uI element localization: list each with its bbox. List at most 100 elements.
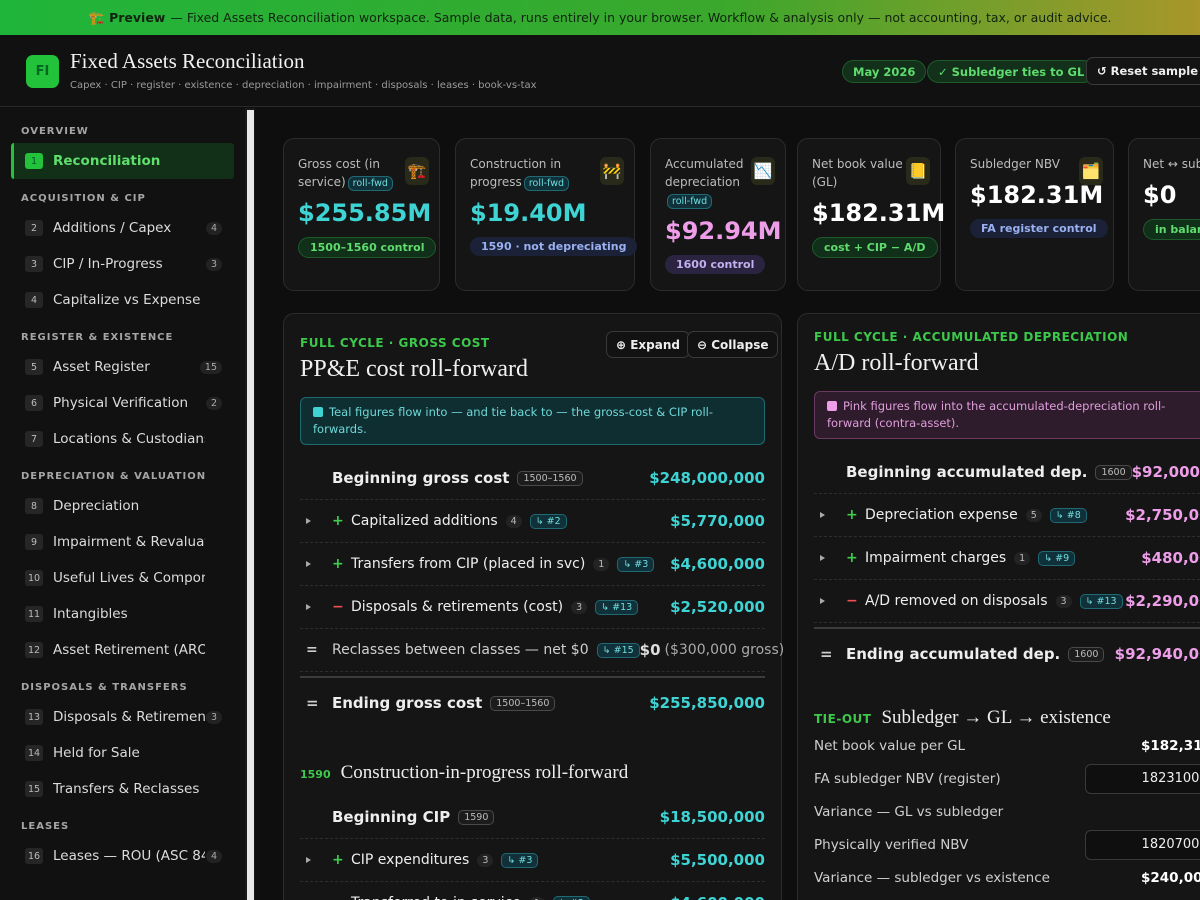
roll-row[interactable]: + Capitalized additions 4 ↳ #2 $5,770,000 bbox=[300, 500, 765, 543]
row-lead: = bbox=[814, 645, 846, 663]
nav-number: 14 bbox=[25, 745, 43, 761]
count-chip: 3 bbox=[477, 853, 494, 867]
nav-number: 10 bbox=[25, 570, 43, 586]
roll-row[interactable]: −A/D removed on disposals 3 ↳ #13$2,290,00… bbox=[814, 580, 1200, 623]
tieout-row-label: Variance — GL vs subledger bbox=[814, 803, 1004, 820]
roll-row: Beginning gross cost 1500–1560 $248,000,00… bbox=[300, 457, 765, 500]
nav-item[interactable]: 5 Asset Register 15 bbox=[11, 349, 234, 385]
expand-button[interactable]: ⊕ Expand bbox=[606, 331, 690, 358]
expand-caret[interactable] bbox=[820, 512, 825, 518]
nav-item[interactable]: 6 Physical Verification 2 bbox=[11, 385, 234, 421]
roll-row[interactable]: + Depreciation expense 5 ↳ #8 $2,750,000 bbox=[814, 494, 1200, 537]
section-title: DISPOSALS & TRANSFERS bbox=[21, 682, 188, 693]
row-lead bbox=[814, 512, 846, 518]
nav-item[interactable]: 8 Depreciation bbox=[11, 488, 234, 524]
scroll-thumb[interactable] bbox=[247, 110, 254, 900]
ref-chip[interactable]: ↳ #2 bbox=[529, 513, 567, 529]
nav-number: 1 bbox=[25, 153, 43, 169]
collapse-button[interactable]: ⊖ Collapse bbox=[687, 331, 779, 358]
roll-row[interactable]: + Transfers from CIP (placed in svc) 1 ↳ #3… bbox=[300, 543, 765, 586]
ref-chip[interactable]: ↳ #13 bbox=[1079, 593, 1123, 609]
nav-label: Locations & Custodians bbox=[53, 431, 205, 447]
banner-icon: 🏗️ bbox=[88, 9, 105, 25]
kpi-pill: 1600 control bbox=[665, 255, 766, 274]
kpi-value: $182.31M bbox=[970, 181, 1104, 209]
nav-item[interactable]: 11 Intangibles bbox=[11, 596, 234, 632]
nav-item[interactable]: 16 Leases — ROU (ASC 842)4 bbox=[11, 838, 234, 874]
header: FI Fixed Assets Reconciliation Capex · C… bbox=[0, 35, 1200, 107]
ref-chip[interactable]: ↳ #9 bbox=[1038, 550, 1076, 566]
nav-label: Depreciation bbox=[53, 498, 140, 514]
nav-label: Transfers & Reclasses bbox=[53, 781, 200, 797]
roll-row[interactable]: − Disposals & retirements (cost) 3 ↳ #13 $2,… bbox=[300, 586, 765, 629]
row-amount: $4,600,000 bbox=[670, 894, 765, 900]
expand-caret[interactable] bbox=[306, 604, 311, 610]
nav-number: 15 bbox=[25, 781, 43, 797]
nav-label: Impairment & Revaluation bbox=[53, 534, 205, 550]
note-swatch bbox=[313, 407, 323, 417]
nav-item[interactable]: 2 Additions / Capex 4 bbox=[11, 210, 234, 246]
note-wrap: Teal figures flow into — and tie back to… bbox=[300, 383, 765, 445]
count-chip: 1 bbox=[593, 557, 610, 571]
expand-caret[interactable] bbox=[820, 555, 825, 561]
ref-chip[interactable]: ↳ #8 bbox=[1049, 507, 1087, 523]
tieout-row: Net book value per GL $182,310,000 bbox=[814, 729, 1200, 762]
row-label: Beginning accumulated dep. bbox=[846, 463, 1088, 481]
ref-chip[interactable]: ↳ #3 bbox=[617, 556, 655, 572]
nav-number: 2 bbox=[25, 220, 43, 236]
tieout-label: TIE-OUT bbox=[814, 712, 872, 726]
nav-label: Asset Retirement (ARO) bbox=[53, 642, 205, 658]
expand-caret[interactable] bbox=[820, 598, 825, 604]
nav-item[interactable]: 14 Held for Sale bbox=[11, 735, 234, 771]
ref-chip[interactable]: ↳ #3 bbox=[501, 852, 539, 868]
expand-caret[interactable] bbox=[306, 857, 311, 863]
row-sign: − bbox=[332, 599, 344, 615]
roll-row[interactable]: + Impairment charges 1 ↳ #9 $480,000 bbox=[814, 537, 1200, 580]
nav-item[interactable]: 15 Transfers & Reclasses bbox=[11, 771, 234, 807]
sidebar: OVERVIEW 1 Reconciliation ACQUISITION & CIP… bbox=[0, 108, 245, 900]
ref-chip[interactable]: ↳ #3 bbox=[552, 895, 590, 900]
kpi-card: Net book value (GL) 📒 $182.31M cost + CIP −… bbox=[797, 138, 945, 291]
nav-item[interactable]: 10 Useful Lives & Components bbox=[11, 560, 234, 596]
nav-label: Useful Lives & Components bbox=[53, 570, 205, 586]
roll-forward-rows: Beginning accumulated dep.1600$92,000,00… bbox=[814, 451, 1200, 679]
nav-item[interactable]: 13 Disposals & Retirements 3 bbox=[11, 699, 234, 735]
expand-caret[interactable] bbox=[306, 518, 311, 524]
kpi-label-text: Construction in progress bbox=[470, 157, 562, 189]
panel-eyebrow: FULL CYCLE · GROSS COST bbox=[300, 336, 490, 350]
nav-item[interactable]: 3 CIP / In-Progress 3 bbox=[11, 246, 234, 282]
roll-row[interactable]: + CIP expenditures 3 ↳ #3 $5,500,000 bbox=[300, 839, 765, 882]
tieout-input[interactable]: 182310000 bbox=[1085, 763, 1200, 794]
kpi-card: Accumulated depreciation roll-fwd 📉 $92.94M… bbox=[650, 138, 786, 291]
tieout-heading: TIE-OUT Subledger → GL → existence bbox=[814, 707, 1200, 729]
expand-caret[interactable] bbox=[306, 561, 311, 567]
tieout-value: $240,000 bbox=[1141, 869, 1200, 886]
section-title: ACQUISITION & CIP bbox=[21, 193, 146, 204]
nav-item[interactable]: 7 Locations & Custodians bbox=[11, 421, 234, 457]
nav-item[interactable]: 9 Impairment & Revaluation bbox=[11, 524, 234, 560]
nav-item[interactable]: 4 Capitalize vs Expense bbox=[11, 282, 234, 318]
nav-number: 12 bbox=[25, 642, 43, 658]
logo: FI bbox=[26, 55, 59, 88]
section-title: LEASES bbox=[21, 821, 70, 832]
scrollbar bbox=[245, 108, 255, 900]
section-title: REGISTER & EXISTENCE bbox=[21, 332, 174, 343]
count-chip: 1 bbox=[1014, 551, 1031, 565]
reset-button[interactable]: ↺ Reset sample bbox=[1086, 57, 1200, 85]
roll-row[interactable]: −Transferred to in-service 1 ↳ #3 $4,600,00… bbox=[300, 882, 765, 900]
row-amount: $2,520,000 bbox=[670, 598, 765, 616]
kpi-tag: roll-fwd bbox=[667, 194, 713, 209]
kpi-value: $92.94M bbox=[665, 217, 782, 245]
tieout-row: FA subledger NBV (register) 182310000 bbox=[814, 762, 1200, 795]
tieout-row: Physically verified NBV 182070000 bbox=[814, 828, 1200, 861]
nav-item[interactable]: 1 Reconciliation bbox=[11, 143, 234, 179]
nav-number: 9 bbox=[25, 534, 43, 550]
tieout-input[interactable]: 182070000 bbox=[1085, 829, 1200, 860]
kpi-label: Net book value (GL) bbox=[812, 155, 917, 191]
nav-label: Additions / Capex bbox=[53, 220, 172, 236]
nav-label: Physical Verification bbox=[53, 395, 189, 411]
ref-chip[interactable]: ↳ #13 bbox=[595, 599, 639, 615]
nav-item[interactable]: 12 Asset Retirement (ARO) bbox=[11, 632, 234, 668]
kpi-pill: cost + CIP − A/D bbox=[812, 237, 938, 258]
ref-chip[interactable]: ↳ #15 bbox=[596, 642, 640, 658]
